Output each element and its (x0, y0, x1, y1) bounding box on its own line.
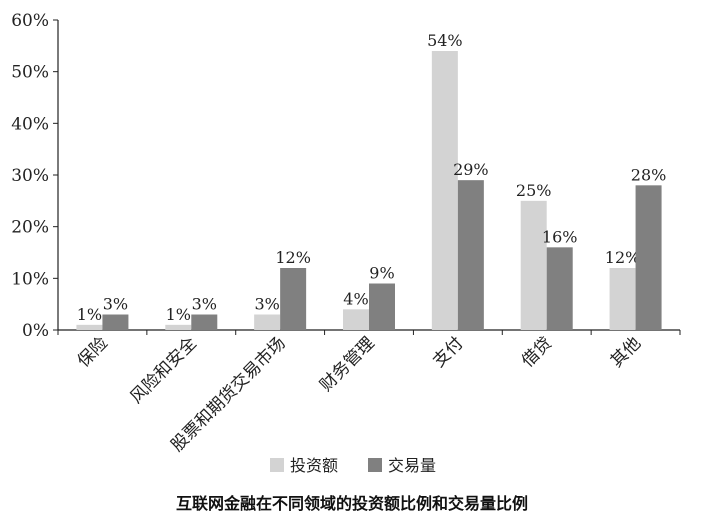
data-label: 1% (166, 305, 191, 324)
legend-label: 交易量 (388, 456, 436, 475)
category-label: 支付 (429, 333, 467, 371)
bar-investment (520, 200, 547, 330)
category-label: 借贷 (518, 333, 556, 371)
bar-investment (343, 309, 369, 330)
data-label: 3% (254, 295, 279, 314)
bars: 1%3%1%3% 3%12%4%9%54%29%25%16%12%28% (76, 31, 666, 330)
data-label: 54% (427, 31, 463, 50)
data-label: 28% (631, 165, 667, 184)
legend: 投资额 交易量 (270, 456, 436, 475)
bar-volume (191, 314, 218, 330)
bar-investment (165, 324, 192, 330)
bar-investment (431, 51, 458, 330)
data-label: 1% (77, 305, 102, 324)
category-label: 其他 (607, 333, 645, 371)
legend-label: 投资额 (290, 456, 338, 475)
data-label: 25% (516, 181, 552, 200)
bar-volume (457, 180, 484, 330)
data-label: 9% (369, 264, 394, 283)
bar-volume (369, 283, 395, 330)
legend-swatch (368, 458, 382, 472)
category-label: 保险 (74, 333, 112, 371)
bar-volume (546, 247, 573, 330)
chart-title: 互联网金融在不同领域的投资额比例和交易量比例 (175, 494, 528, 513)
bar-investment (76, 324, 103, 330)
data-label: 16% (542, 227, 578, 246)
bar-volume (635, 185, 662, 330)
data-label: 12% (275, 248, 311, 267)
bar-volume (102, 314, 129, 330)
data-label: 3% (192, 295, 217, 314)
category-label: 风险和安全 (127, 333, 201, 407)
legend-swatch (270, 458, 284, 472)
y-tick-label: 50% (11, 63, 49, 83)
data-label: 4% (343, 289, 368, 308)
y-tick-label: 30% (11, 166, 49, 186)
category-label: 财务管理 (316, 333, 378, 395)
y-tick-label: 10% (11, 269, 49, 289)
data-label: 12% (605, 248, 641, 267)
bar-investment (254, 314, 281, 330)
y-tick-label: 40% (11, 114, 49, 134)
bar-volume (280, 268, 307, 330)
y-tick-label: 20% (11, 218, 49, 238)
y-tick-label: 60% (11, 11, 49, 31)
data-label: 3% (103, 295, 128, 314)
bar-investment (609, 268, 636, 330)
y-tick-label: 0% (22, 321, 49, 341)
data-label: 29% (453, 160, 489, 179)
